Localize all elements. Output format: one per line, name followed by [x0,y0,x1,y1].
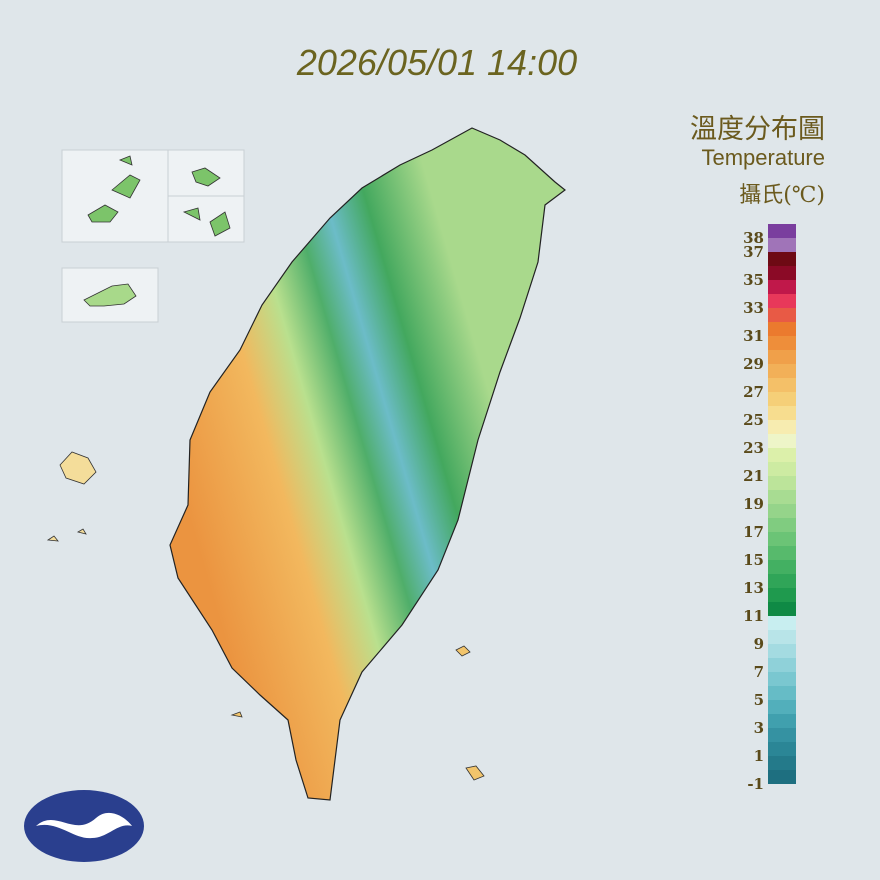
color-bin [768,364,796,378]
color-bin [768,434,796,448]
color-bin [768,224,796,238]
legend-tick-label: 1 [754,747,764,765]
color-bin [768,672,796,686]
island [182,167,231,237]
color-bin [768,714,796,728]
color-bin [768,770,796,784]
island [83,283,137,307]
legend-subtitle: Temperature [701,145,825,170]
color-bin [768,238,796,252]
legend-tick-label: 13 [743,579,764,597]
penghu [46,451,97,542]
logo [24,790,144,862]
color-bin [768,490,796,504]
color-bin [768,476,796,490]
color-bin [768,322,796,336]
color-bin [768,756,796,770]
color-bin [768,546,796,560]
island [87,155,141,223]
color-bin [768,602,796,616]
legend-tick-label: 5 [754,691,764,709]
legend-tick-label: 27 [743,383,764,401]
color-bin [768,588,796,602]
legend-tick-label: 21 [743,467,764,485]
color-bin [768,518,796,532]
color-bin [768,658,796,672]
color-bin [768,294,796,308]
color-bin [768,616,796,630]
legend-tick-label: 17 [743,523,764,541]
color-bin [768,308,796,322]
legend-tick-label: 35 [743,271,764,289]
legend-tick-label: 9 [754,635,764,653]
legend-tick-label: 23 [743,439,764,457]
color-bin [768,336,796,350]
legend-tick-label: -1 [747,775,764,793]
legend-tick-label: 15 [743,551,764,569]
legend-tick-label: 37 [743,243,764,261]
legend-tick-label: 3 [754,719,764,737]
color-bin [768,574,796,588]
color-bin [768,630,796,644]
color-bin [768,448,796,462]
color-bin [768,280,796,294]
color-bin [768,462,796,476]
color-bin [768,686,796,700]
legend-tick-label: 31 [743,327,764,345]
legend-tick-label: 29 [743,355,764,373]
inset-islands [61,149,245,323]
color-bin [768,406,796,420]
color-bin [768,644,796,658]
color-bin [768,504,796,518]
color-bin [768,742,796,756]
taiwan [169,127,566,801]
color-bin [768,378,796,392]
legend: 溫度分布圖 Temperature 攝氏(℃) 3837353331292725… [690,114,825,793]
color-bin [768,728,796,742]
color-bin [768,392,796,406]
islet [230,645,485,781]
color-bin [768,266,796,280]
color-bin [768,252,796,266]
legend-unit: 攝氏(℃) [739,183,825,208]
color-bin [768,700,796,714]
color-bin [768,532,796,546]
color-bin [768,560,796,574]
color-bin [768,350,796,364]
legend-tick-label: 25 [743,411,764,429]
legend-tick-label: 33 [743,299,764,317]
legend-tick-label: 19 [743,495,764,513]
legend-tick-label: 11 [743,607,764,625]
timestamp: 2026/05/01 14:00 [296,42,577,83]
legend-tick-label: 7 [754,663,764,681]
color-bin [768,420,796,434]
legend-tick-label: 38 [743,229,764,247]
logo-cloud [36,812,132,839]
legend-title: 溫度分布圖 [690,114,825,145]
